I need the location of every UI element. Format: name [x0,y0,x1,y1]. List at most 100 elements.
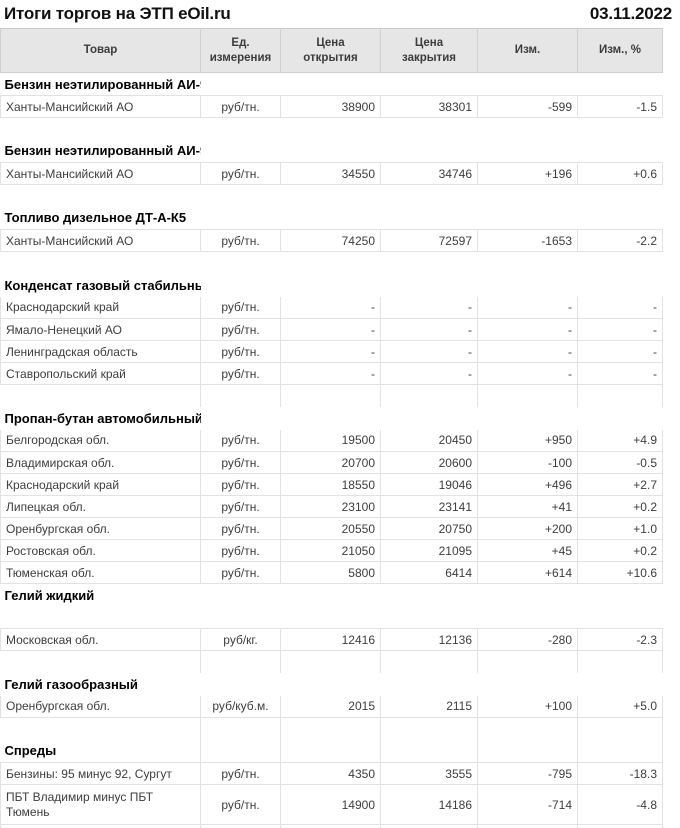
spacer-cell [577,606,663,629]
cell-change: +196 [477,162,578,185]
cell-close-price: 38301 [380,95,478,118]
spacer-cell [200,384,281,407]
group-header-cell [578,673,663,696]
group-header-cell [578,274,663,297]
cell-name: Белгородская обл. [0,429,201,452]
column-header-open-line2: открытия [303,51,358,64]
spacer-cell [0,117,201,140]
cell-change: +100 [477,695,578,718]
cell-name: Владимирская обл. [0,451,201,474]
group-header-cell [577,139,663,163]
group-header-cell [478,274,578,297]
cell-change-percent: -2.3 [577,628,663,651]
cell-change-percent: -4.8 [577,784,663,825]
table-header-row: Товар Ед. измерения Цена открытия Цена з… [0,28,663,73]
cell-close-price: 20750 [380,517,478,540]
cell-change: +45 [477,539,578,562]
cell-unit: руб/тн. [200,762,281,785]
cell-change: -795 [477,762,578,785]
group-header-cell [280,139,381,163]
column-header-unit-line2: измерения [209,51,272,64]
cell-open-price: 5800 [280,561,381,584]
spacer-cell [380,184,478,207]
group-header-cell [577,206,663,230]
cell-change-percent: +0.2 [577,495,663,518]
table-row: Ханты-Мансийский АО руб/тн. 38900 38301 -599… [0,95,663,118]
column-header-open-line1: Цена [316,37,345,50]
column-header-change: Изм. [477,28,578,73]
spacer-cell [280,384,381,407]
cell-unit: руб/кг. [200,628,281,651]
cell-open-price: 14900 [280,784,381,825]
group-header-cell [200,72,281,96]
table-row: ПБТ Владимир минус ПБТ Тюмень руб/тн. 1490… [0,784,663,825]
spacer-row [0,606,663,629]
group-header-row: Гелий газообразный [1,673,663,696]
cell-open-price: 4350 [280,762,381,785]
column-header-unit-line1: Ед. [231,37,250,50]
spacer-cell [280,117,381,140]
cell-name: ПБТ Ростов минус ПБТ Владимир [0,824,201,828]
group-header-cell [578,407,663,430]
cell-change: - [477,318,578,341]
cell-name: Бензины: 95 минус 92, Сургут [0,762,201,785]
spacer-cell [200,184,281,207]
column-header-product: Товар [0,28,201,73]
cell-unit: руб/тн. [200,473,281,496]
cell-change: -145 [477,824,578,828]
cell-name: Краснодарский край [0,296,201,319]
cell-close-price: - [380,362,478,385]
group-header-cell [477,139,578,163]
group-header-cell [200,739,281,763]
group-header-row: Бензин неэтилированный АИ-95-К5 [0,72,663,96]
group-header-cell [381,274,478,297]
spacer-cell [380,717,478,740]
group-title: Пропан-бутан автомобильный [4,410,201,426]
cell-close-price: 20450 [380,429,478,452]
cell-close-price: 34746 [380,162,478,185]
cell-unit: руб/тн. [200,561,281,584]
cell-name: Липецкая обл. [0,495,201,518]
cell-open-price: 23100 [280,495,381,518]
spacer-cell [380,606,478,629]
spacer-cell [280,650,381,673]
spacer-cell [477,251,578,274]
spacer-cell [380,117,478,140]
cell-change: -1653 [477,229,578,252]
table-row: Ханты-Мансийский АО руб/тн. 74250 72597 -165… [0,229,663,252]
spacer-cell [0,650,201,673]
cell-open-price: 2015 [280,695,381,718]
cell-open-price: - [280,318,381,341]
cell-name: Ямало-Ненецкий АО [0,318,201,341]
group-header-cell [281,584,381,607]
cell-close-price: 23141 [380,495,478,518]
group-header-cell [477,206,578,230]
group-header-cell [477,739,578,763]
cell-unit: руб/тн. [200,362,281,385]
table-row: Оренбургская обл. руб/куб.м. 2015 2115 +100 +… [0,695,663,718]
spacer-cell [200,251,281,274]
spacer-cell [0,384,201,407]
group-title: Бензин неэтилированный АИ-95-К5 [0,72,201,96]
cell-name: Ленинградская область [0,340,201,363]
cell-open-price: 20550 [280,517,381,540]
cell-change-percent: +1.0 [577,517,663,540]
cell-name: Московская обл. [0,628,201,651]
group-title: Спреды [0,739,201,763]
group-header-cell [201,584,281,607]
group-header-cell [280,72,381,96]
cell-change: - [477,362,578,385]
group-header-row: Спреды [0,739,663,763]
group-title: Конденсат газовый стабильный [4,277,201,293]
column-header-change-percent: Изм., % [577,28,663,73]
cell-change-percent: - [577,318,663,341]
cell-change-percent: - [577,296,663,319]
table-row: Владимирская обл. руб/тн. 20700 20600 -100 -0… [0,451,663,474]
cell-unit: руб/тн. [200,539,281,562]
group-header-row: Топливо дизельное ДТ-А-К5 [0,206,663,230]
spacer-cell [380,650,478,673]
cell-name: Тюменская обл. [0,561,201,584]
cell-change: -599 [477,95,578,118]
group-header-cell [200,206,281,230]
group-header-cell [280,206,381,230]
